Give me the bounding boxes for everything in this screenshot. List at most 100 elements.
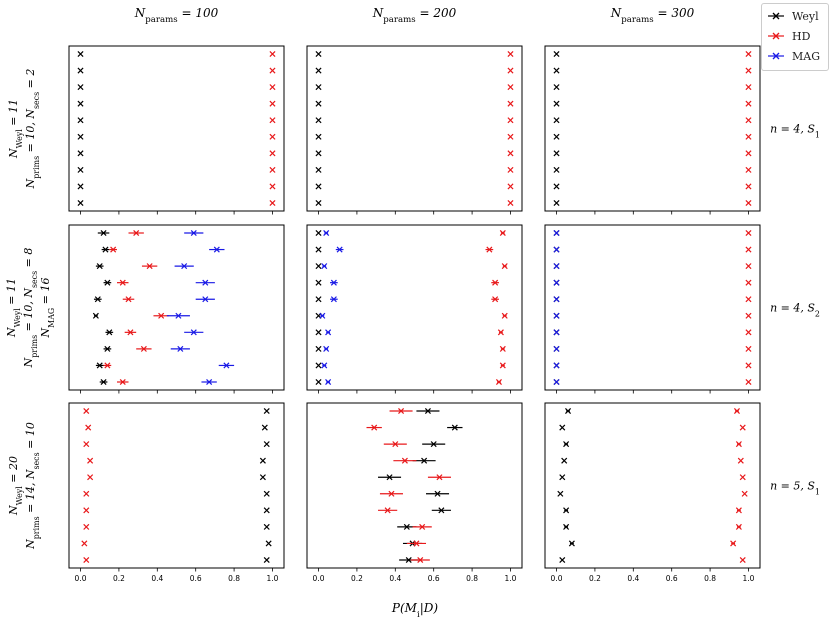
data-point	[265, 540, 272, 547]
data-point	[269, 150, 276, 157]
data-point	[119, 378, 126, 386]
label-part: = 14, N	[24, 469, 37, 516]
data-point	[745, 263, 752, 270]
data-point	[315, 133, 322, 140]
data-point	[269, 67, 276, 74]
data-point	[336, 246, 343, 253]
x-tick-label: 0.0	[75, 574, 87, 583]
data-point	[557, 490, 564, 497]
data-point	[507, 183, 514, 190]
data-point	[206, 378, 213, 386]
data-point	[315, 279, 322, 286]
row-label-left: Nprims = 14, Nsecs = 10	[24, 422, 41, 550]
x-axis-label: P(Mi|D)	[391, 601, 438, 620]
data-point	[388, 490, 395, 497]
data-point	[492, 296, 499, 303]
data-point	[315, 378, 322, 386]
data-point	[737, 457, 744, 464]
data-point	[77, 84, 84, 91]
data-point	[739, 424, 746, 431]
panel-frame	[306, 224, 523, 391]
data-point	[430, 441, 437, 448]
data-point	[507, 117, 514, 124]
data-point	[83, 507, 90, 514]
data-point	[269, 199, 276, 207]
legend-marker-weyl	[766, 10, 786, 22]
panel-frame	[544, 45, 761, 212]
label-part: N	[372, 6, 384, 20]
data-point	[127, 329, 134, 336]
data-point	[438, 507, 445, 514]
data-point	[745, 246, 752, 253]
row-label-left: NWeyl = 11	[7, 99, 24, 159]
series-mag	[319, 229, 344, 386]
label-part: secs	[29, 271, 38, 288]
data-point	[739, 556, 746, 564]
data-point	[319, 312, 326, 319]
data-point	[323, 229, 330, 237]
data-point	[77, 183, 84, 190]
label-part: N	[24, 539, 37, 550]
data-point	[83, 441, 90, 448]
panel-frame	[306, 402, 523, 569]
data-point	[745, 329, 752, 336]
data-point	[315, 229, 322, 237]
data-point	[323, 345, 330, 352]
data-point	[745, 183, 752, 190]
data-point	[77, 117, 84, 124]
data-point	[315, 100, 322, 107]
data-point	[745, 345, 752, 352]
data-point	[315, 67, 322, 74]
data-point	[745, 362, 752, 369]
data-point	[269, 133, 276, 140]
data-point	[553, 199, 560, 207]
data-point	[315, 362, 322, 369]
data-point	[104, 362, 111, 369]
data-point	[87, 457, 94, 464]
data-point	[733, 407, 740, 415]
data-point	[563, 523, 570, 530]
label-part: = 300	[654, 6, 695, 20]
data-point	[421, 457, 428, 464]
data-point	[501, 263, 508, 270]
label-part: n = 4, S	[770, 302, 815, 315]
series-weyl	[553, 229, 560, 386]
data-point	[330, 296, 337, 303]
data-point	[451, 424, 458, 431]
data-point	[553, 229, 560, 237]
data-point	[553, 183, 560, 190]
label-part: = 10	[24, 422, 37, 452]
data-point	[553, 246, 560, 253]
data-point	[745, 50, 752, 58]
label-part: = 2	[24, 69, 37, 92]
panel-frame	[68, 224, 285, 391]
data-point	[269, 50, 276, 58]
data-point	[315, 84, 322, 91]
data-point	[499, 229, 506, 237]
data-point	[325, 378, 332, 386]
data-point	[739, 474, 746, 481]
label-part: secs	[31, 452, 40, 469]
series-weyl	[557, 407, 575, 564]
data-point	[392, 441, 399, 448]
legend: Weyl HD MAG	[761, 3, 829, 71]
series-hd	[485, 229, 508, 386]
label-part: 1	[815, 130, 820, 139]
row-label-left: NWeyl = 20	[7, 456, 24, 516]
data-point	[553, 362, 560, 369]
data-point	[565, 407, 572, 415]
data-point	[507, 50, 514, 58]
series-weyl	[259, 407, 272, 564]
data-point	[315, 246, 322, 253]
data-point	[263, 556, 270, 564]
data-point	[177, 345, 184, 352]
legend-item-hd: HD	[766, 28, 810, 44]
data-point	[507, 67, 514, 74]
legend-marker-hd	[766, 30, 786, 42]
x-tick-label: 0.2	[113, 574, 125, 583]
data-point	[83, 407, 90, 415]
row-label-left: NMAG = 16	[39, 278, 56, 339]
data-point	[119, 279, 126, 286]
data-point	[745, 150, 752, 157]
data-point	[77, 50, 84, 58]
